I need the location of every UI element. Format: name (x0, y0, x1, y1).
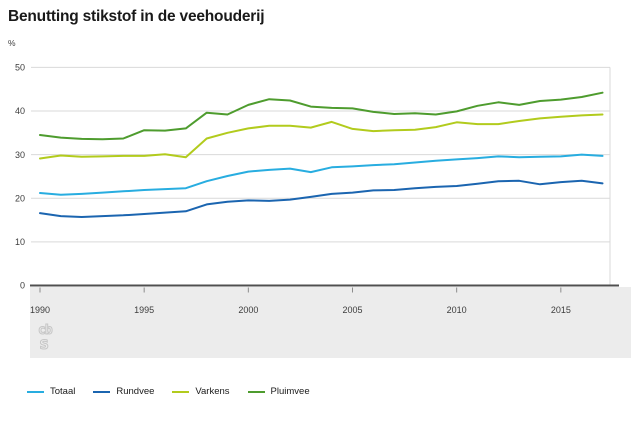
y-tick-label: 30 (15, 150, 25, 160)
chart-legend: Totaal Rundvee Varkens Pluimvee (27, 386, 310, 397)
legend-label: Pluimvee (270, 386, 310, 397)
legend-item-varkens[interactable]: Varkens (172, 386, 230, 397)
legend-item-totaal[interactable]: Totaal (27, 386, 75, 397)
y-tick-label: 40 (15, 106, 25, 116)
legend-item-pluimvee[interactable]: Pluimvee (247, 386, 310, 397)
series-line-rundvee (39, 179, 604, 218)
svg-text:cb: cb (38, 323, 53, 338)
legend-swatch-pluimvee (247, 390, 265, 393)
legend-swatch-totaal (27, 390, 44, 393)
y-tick-label: 20 (15, 193, 25, 203)
x-tick-label: 2015 (551, 305, 571, 315)
y-tick-label: 0 (20, 281, 25, 291)
line-chart-svg: 0 10 20 30 40 50 1990 1995 2000 2005 2010 2015 (15, 63, 619, 315)
legend-label: Totaal (50, 386, 76, 397)
legend-label: Varkens (195, 386, 230, 397)
x-tick-label: 2010 (447, 305, 467, 315)
svg-text:s: s (39, 334, 49, 354)
y-tick-label: 50 (15, 63, 25, 73)
y-axis-unit-label: % (8, 38, 16, 48)
cbs-logo-icon: cb s (38, 323, 55, 355)
legend-swatch-rundvee (93, 390, 111, 393)
legend-swatch-varkens (172, 390, 190, 393)
y-tick-label: 10 (15, 237, 25, 247)
series-line-totaal (39, 153, 604, 196)
page-title: Benutting stikstof in de veehouderij (8, 8, 265, 25)
x-tick-label: 2005 (342, 305, 362, 315)
legend-label: Rundvee (116, 386, 155, 397)
legend-item-rundvee[interactable]: Rundvee (93, 386, 154, 397)
x-tick-label: 1990 (30, 305, 50, 315)
series-line-varkens (39, 113, 604, 160)
x-tick-label: 1995 (134, 305, 154, 315)
axis-footer-band (30, 287, 631, 358)
x-tick-label: 2000 (238, 305, 258, 315)
series-line-pluimvee (39, 91, 604, 141)
